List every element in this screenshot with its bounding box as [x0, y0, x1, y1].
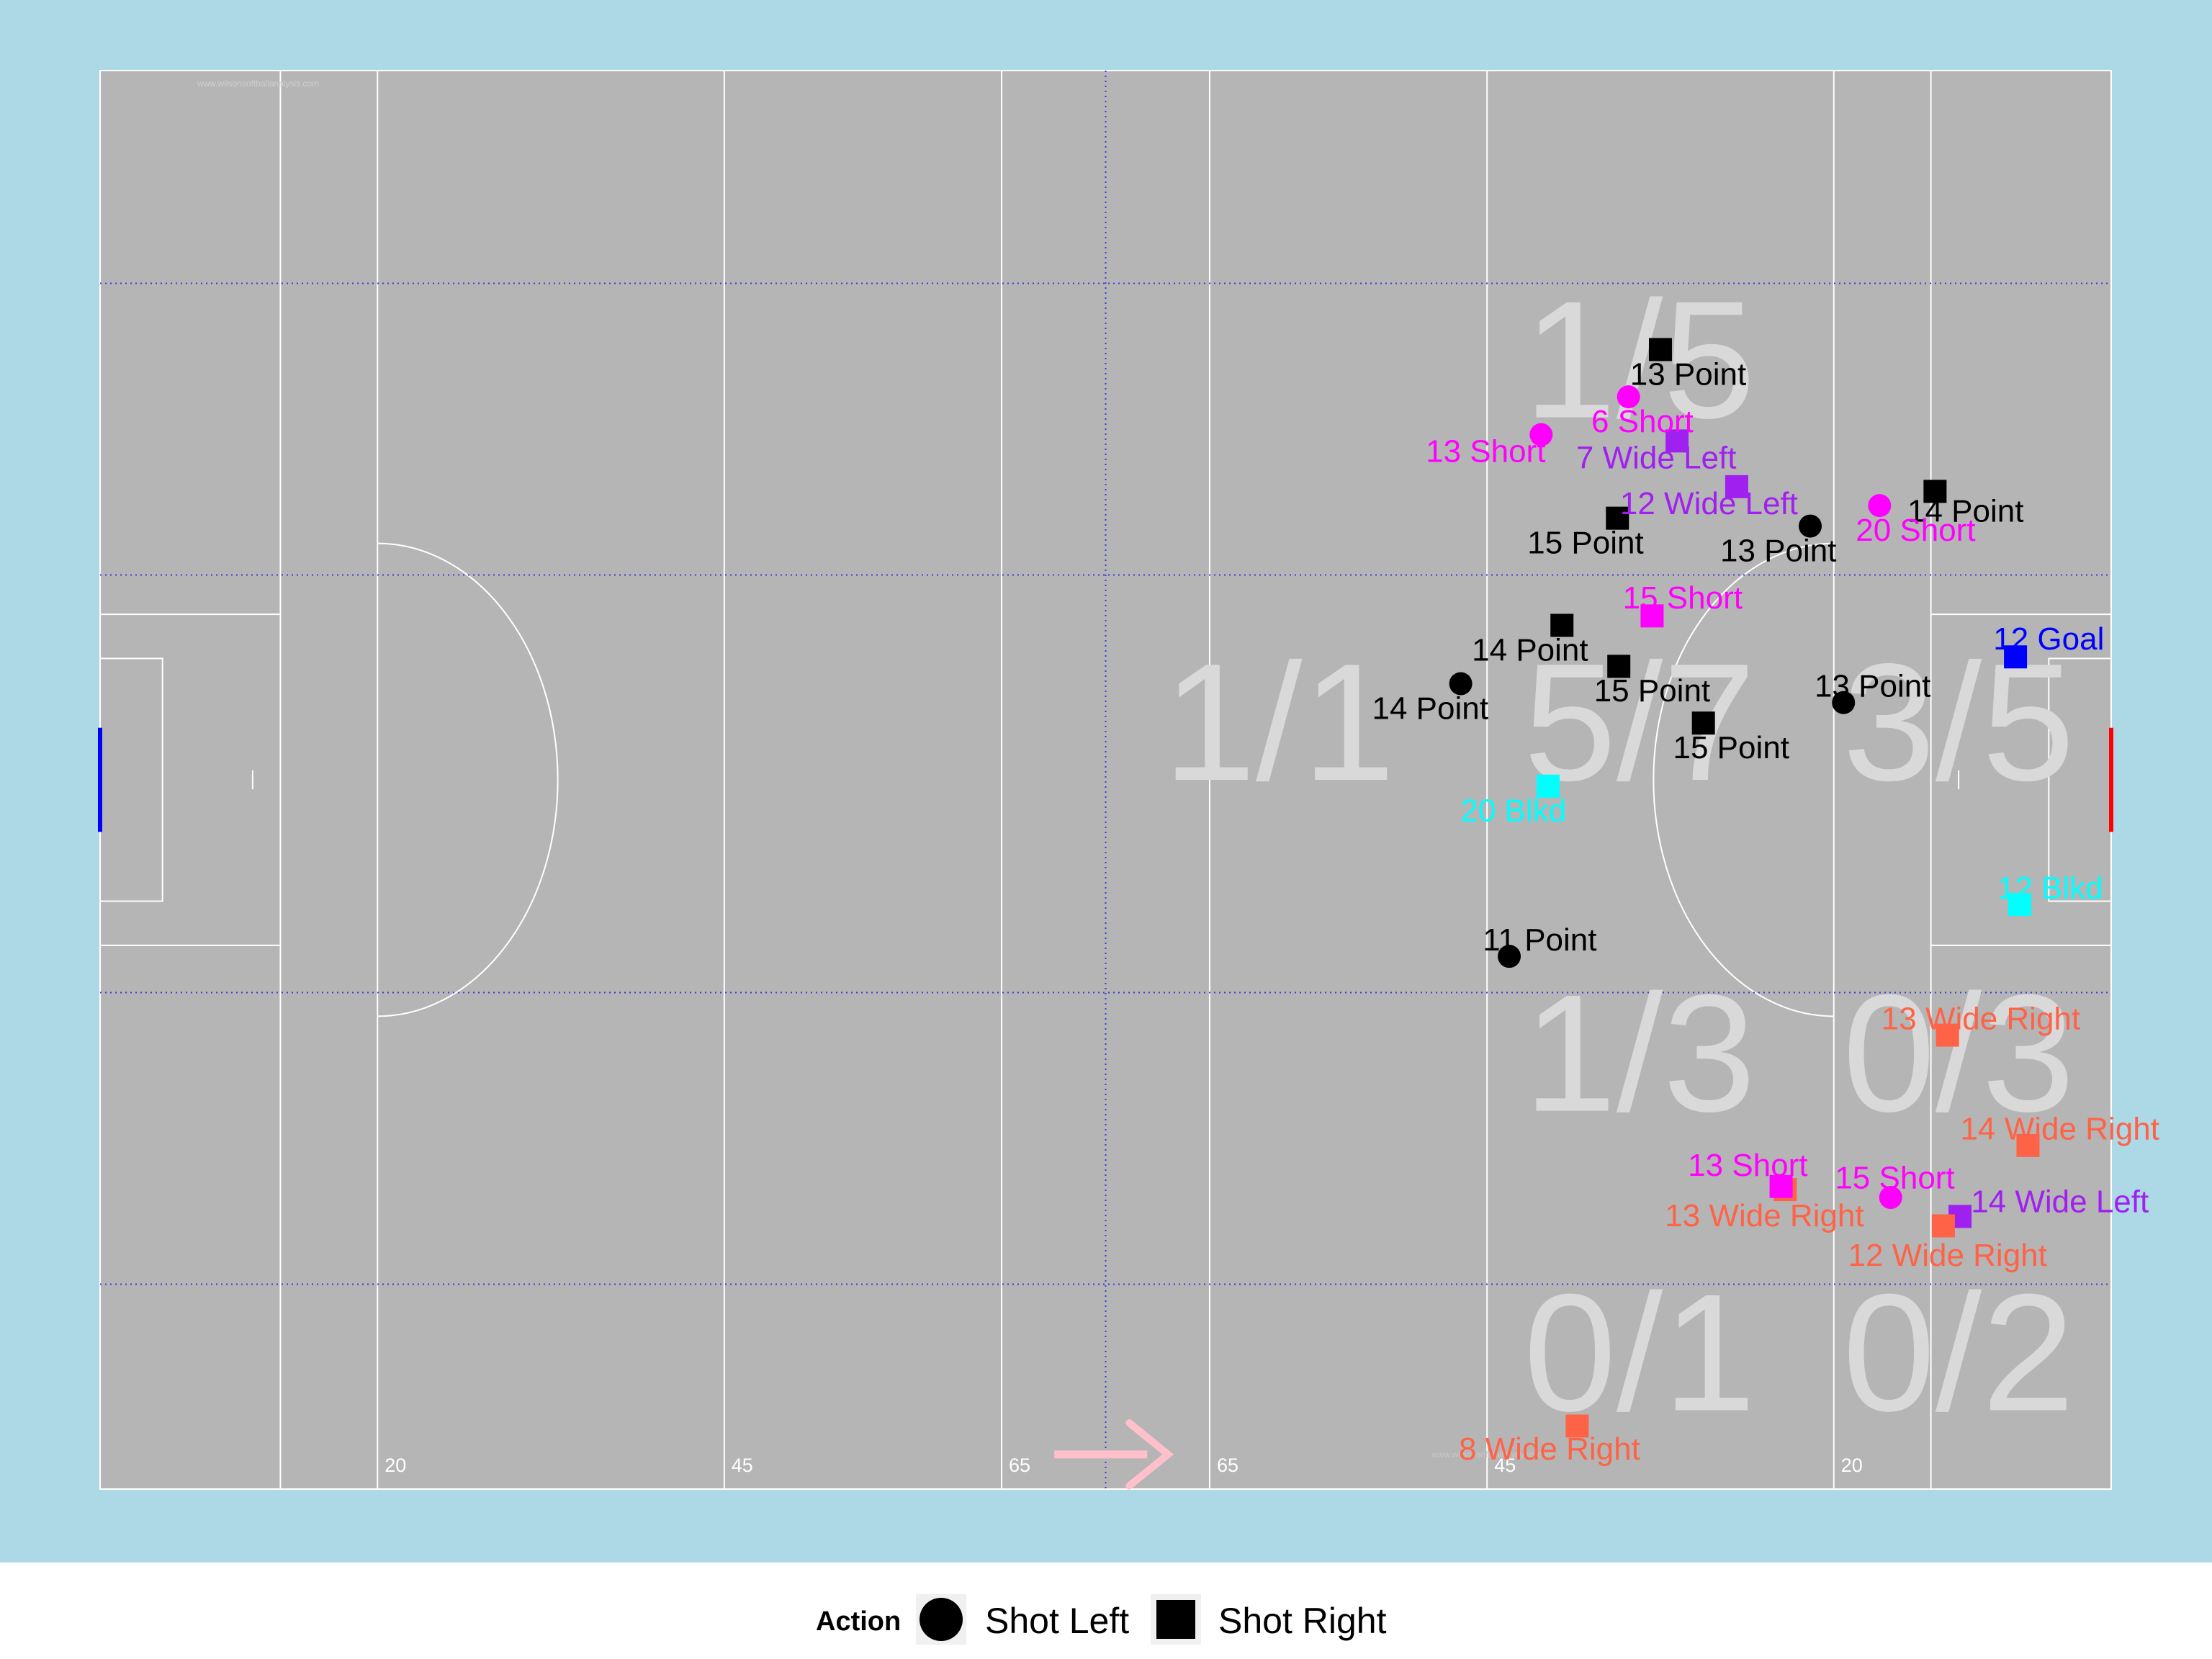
shot-marker-26 [1565, 1414, 1589, 1438]
shot-marker-6 [1868, 494, 1892, 518]
shot-marker-18 [1498, 945, 1521, 968]
pitch: www.wilsonsoftballanalysis.com www.wilson… [98, 70, 2113, 1490]
arc-right [1653, 542, 1834, 1017]
shot-marker-8 [1799, 514, 1822, 538]
zone-label-0: 1/5 [1524, 267, 1756, 454]
shot-marker-5 [1923, 480, 1947, 503]
zone-label-7: 0/2 [1843, 1260, 2075, 1447]
shot-label-19: 13 Wide Right [1881, 1002, 2080, 1037]
shot-marker-0 [1648, 338, 1672, 361]
distance-marker-1: 45 [732, 1455, 753, 1476]
distance-markers: 20 45 65 65 45 20 [385, 1419, 1863, 1490]
shot-marker-11 [2004, 645, 2028, 669]
shot-label-3: 7 Wide Left [1576, 440, 1737, 475]
legend-label-shot-right: Shot Right [1218, 1601, 1387, 1641]
shot-label-4: 12 Wide Left [1620, 486, 1798, 521]
arc-left [377, 542, 558, 1017]
large-rectangle-right [1930, 613, 2111, 946]
pitch-surface [99, 70, 2112, 1490]
distance-marker-5: 20 [1841, 1455, 1863, 1476]
shot-marker-20 [2016, 1133, 2040, 1157]
shot-label-7: 15 Point [1527, 525, 1643, 560]
shot-label-16: 20 Blkd [1460, 793, 1566, 829]
shot-marker-23 [1879, 1186, 1902, 1210]
shot-label-25: 12 Wide Right [1848, 1238, 2047, 1273]
shot-marker-17 [2008, 892, 2031, 916]
distance-marker-0: 20 [385, 1455, 406, 1476]
shot-marker-9 [1640, 604, 1664, 628]
shot-label-1: 6 Short [1591, 404, 1694, 439]
shot-marker-2 [1529, 423, 1553, 446]
large-rectangle-left [100, 613, 281, 946]
shot-marker-4 [1725, 475, 1748, 498]
shot-label-11: 12 Goal [1993, 621, 2104, 657]
legend-label-shot-left: Shot Left [985, 1601, 1129, 1641]
shot-marker-7 [1606, 506, 1629, 530]
shot-points [1449, 338, 2040, 1438]
shot-label-6: 20 Short [1856, 513, 1975, 548]
watermark-lower: www.wilsonsoftballanalysis.com [1431, 1449, 1553, 1460]
shot-label-26: 8 Wide Right [1459, 1431, 1640, 1467]
shot-label-2: 13 Short [1426, 434, 1545, 469]
shot-label-15: 15 Point [1673, 730, 1789, 765]
shot-label-23: 15 Short [1835, 1161, 1954, 1196]
shot-label-5: 14 Point [1907, 494, 2023, 529]
shot-label-21: 13 Wide Right [1665, 1198, 1863, 1233]
shot-marker-25 [1931, 1214, 1955, 1238]
shot-label-20: 14 Wide Right [1961, 1112, 2159, 1147]
shot-label-8: 13 Point [1720, 533, 1836, 568]
shot-marker-22 [1769, 1174, 1793, 1198]
shot-label-9: 15 Short [1623, 580, 1743, 616]
distance-marker-3: 65 [1217, 1455, 1238, 1476]
zone-label-6: 0/1 [1524, 1260, 1756, 1447]
zone-label-3: 3/5 [1843, 629, 2075, 816]
shot-label-10: 14 Point [1472, 632, 1588, 667]
shot-marker-14 [1832, 691, 1856, 714]
legend-key-shot-right [1156, 1600, 1195, 1639]
zone-label-4: 1/3 [1524, 961, 1756, 1147]
shot-marker-10 [1550, 613, 1574, 637]
zone-label-1: 1/1 [1163, 629, 1395, 816]
legend-key-shot-left [920, 1598, 963, 1641]
shot-marker-1 [1617, 385, 1640, 409]
zone-label-5: 0/3 [1843, 961, 2075, 1147]
shot-label-22: 13 Short [1688, 1148, 1807, 1183]
shot-marker-15 [1691, 711, 1715, 735]
shot-label-0: 13 Point [1630, 356, 1746, 392]
watermark: www.wilsonsoftballanalysis.com [197, 78, 319, 89]
legend-title: Action [816, 1606, 901, 1637]
legend-background [0, 1563, 2212, 1659]
shot-label-17: 12 Blkd [1997, 871, 2103, 906]
shot-marker-12 [1607, 655, 1631, 678]
shot-marker-19 [1936, 1023, 1959, 1047]
distance-marker-2: 65 [1009, 1455, 1030, 1476]
shot-label-18: 11 Point [1483, 922, 1596, 958]
shot-label-12: 15 Point [1594, 673, 1710, 709]
legend: Action Shot Left Shot Right [816, 1594, 1387, 1645]
distance-marker-4: 45 [1494, 1455, 1516, 1476]
shot-labels: 13 Point 6 Short 13 Short 7 Wide Left 12 Wid… [1372, 356, 2159, 1467]
shot-label-24: 14 Wide Left [1971, 1184, 2149, 1219]
shot-marker-13 [1449, 672, 1473, 696]
zone-label-2: 5/7 [1524, 629, 1756, 816]
shot-label-14: 13 Point [1815, 669, 1930, 704]
zone-labels: 1/5 1/1 5/7 3/5 1/3 0/3 0/1 0/2 [1163, 267, 2074, 1447]
shot-marker-16 [1536, 774, 1560, 798]
shot-label-13: 14 Point [1372, 691, 1488, 726]
shot-marker-3 [1665, 429, 1689, 453]
direction-arrow-head [1125, 1419, 1174, 1490]
